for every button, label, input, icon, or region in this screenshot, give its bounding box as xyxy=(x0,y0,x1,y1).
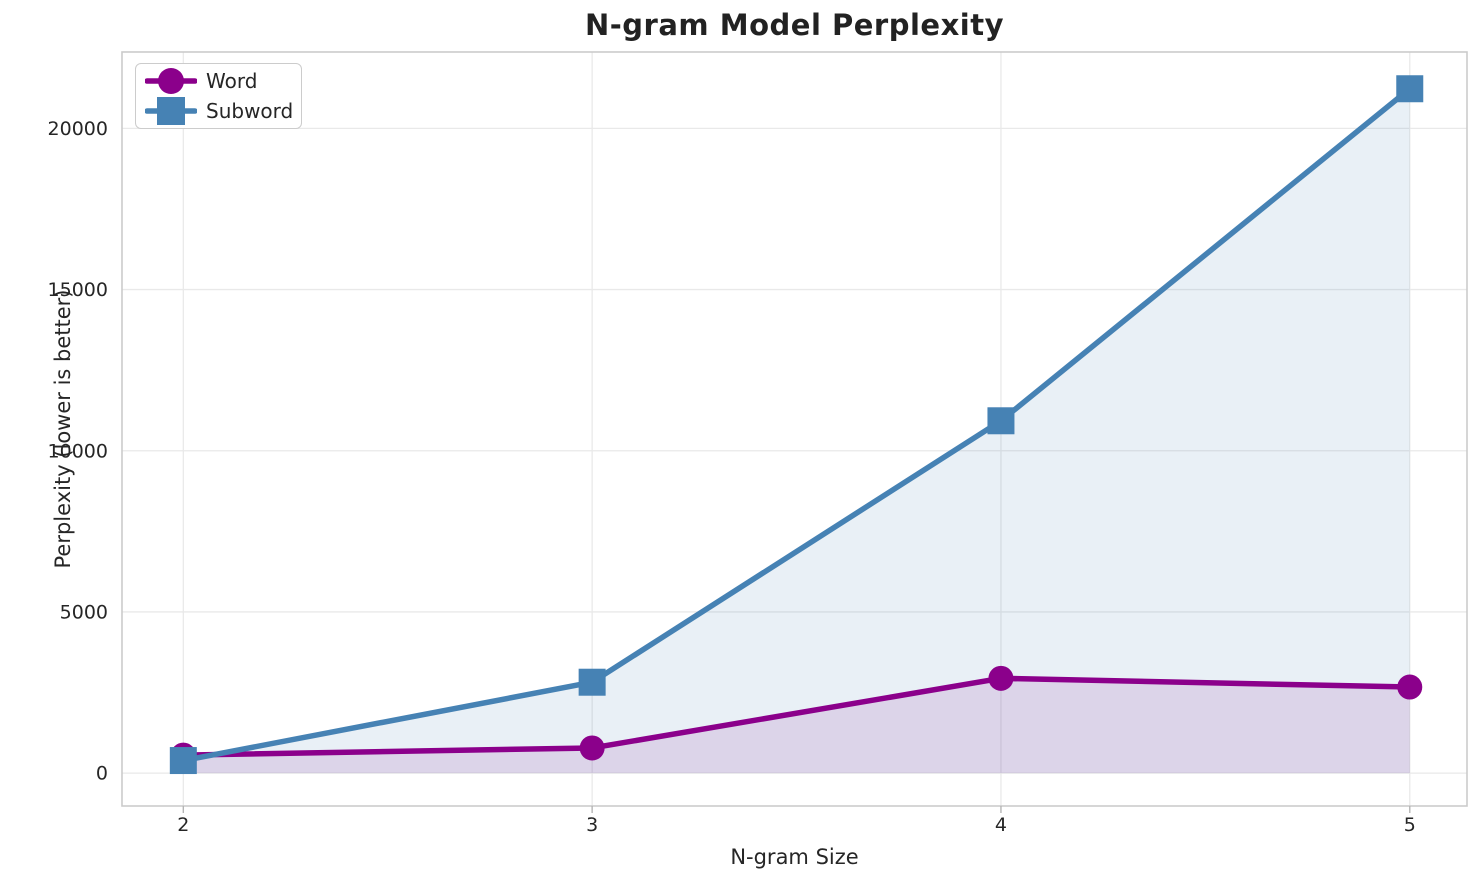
x-tick-label-3: 3 xyxy=(586,814,598,836)
legend-entry-subword: Subword xyxy=(145,96,295,126)
x-tick-label-5: 5 xyxy=(1404,814,1416,836)
legend-label-subword: Subword xyxy=(206,99,294,123)
subword-series-marker-icon xyxy=(145,97,197,125)
legend-label-word: Word xyxy=(206,69,258,93)
area-fill-word xyxy=(183,678,1410,774)
y-tick-label-20000: 20000 xyxy=(48,118,108,140)
area-fill-subword xyxy=(183,88,1410,774)
chart-title: N-gram Model Perplexity xyxy=(584,8,1004,42)
line-subword xyxy=(180,85,1413,764)
series-subword xyxy=(169,75,1424,775)
marker-subword-3 xyxy=(578,668,606,696)
word-series-marker-icon xyxy=(145,68,197,94)
plot-spines xyxy=(121,51,1468,807)
marker-word-3 xyxy=(579,735,605,761)
marker-subword-5 xyxy=(1396,75,1424,103)
marker-word-4 xyxy=(988,665,1014,691)
legend-sample-square xyxy=(157,97,185,125)
x-tick-label-4: 4 xyxy=(995,814,1007,836)
line-word xyxy=(180,675,1413,758)
x-axis-label: N-gram Size xyxy=(730,845,859,869)
y-tick-label-0: 0 xyxy=(96,763,108,785)
y-tick-label-5000: 5000 xyxy=(60,601,108,623)
y-tick-label-15000: 15000 xyxy=(48,279,108,301)
marker-subword-2 xyxy=(169,747,197,775)
legend-sample-circle xyxy=(158,68,184,94)
y-axis-label: Perplexity (lower is better) xyxy=(51,289,75,569)
marker-word-5 xyxy=(1397,674,1423,700)
grid-lines xyxy=(122,52,1467,806)
legend: Word Subword xyxy=(135,63,302,129)
legend-entry-word: Word xyxy=(145,66,295,96)
x-tick-label-2: 2 xyxy=(177,814,189,836)
y-tick-label-10000: 10000 xyxy=(48,440,108,462)
marker-subword-4 xyxy=(987,407,1015,435)
